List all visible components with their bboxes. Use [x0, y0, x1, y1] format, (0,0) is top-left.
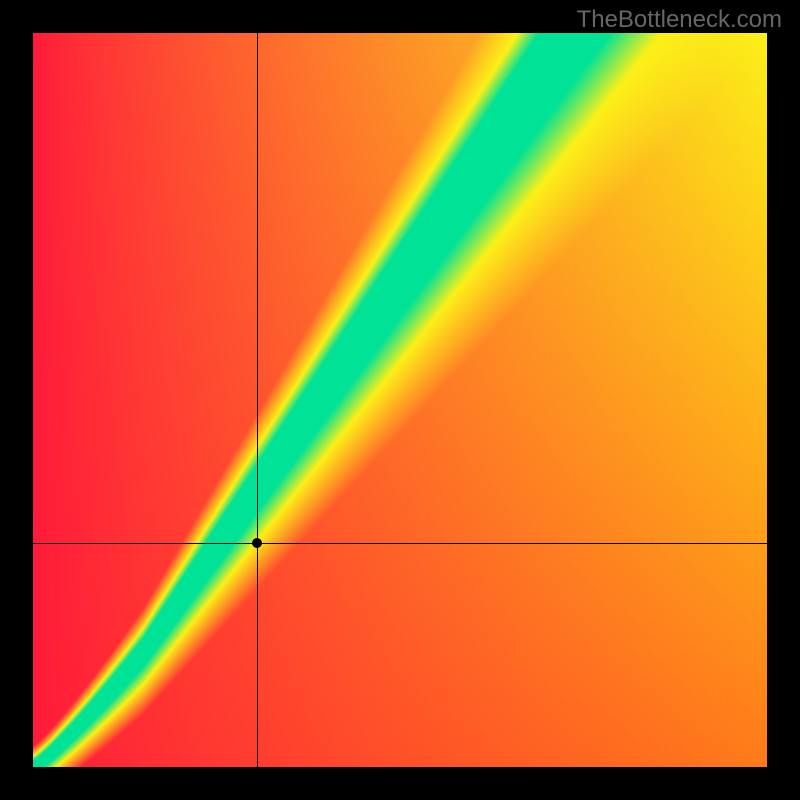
plot-area	[33, 33, 767, 767]
chart-container: TheBottleneck.com	[0, 0, 800, 800]
crosshair-vertical	[257, 33, 258, 767]
watermark-text: TheBottleneck.com	[577, 6, 782, 34]
crosshair-horizontal	[33, 543, 767, 544]
crosshair-marker-dot	[252, 538, 262, 548]
heatmap-canvas	[33, 33, 767, 767]
